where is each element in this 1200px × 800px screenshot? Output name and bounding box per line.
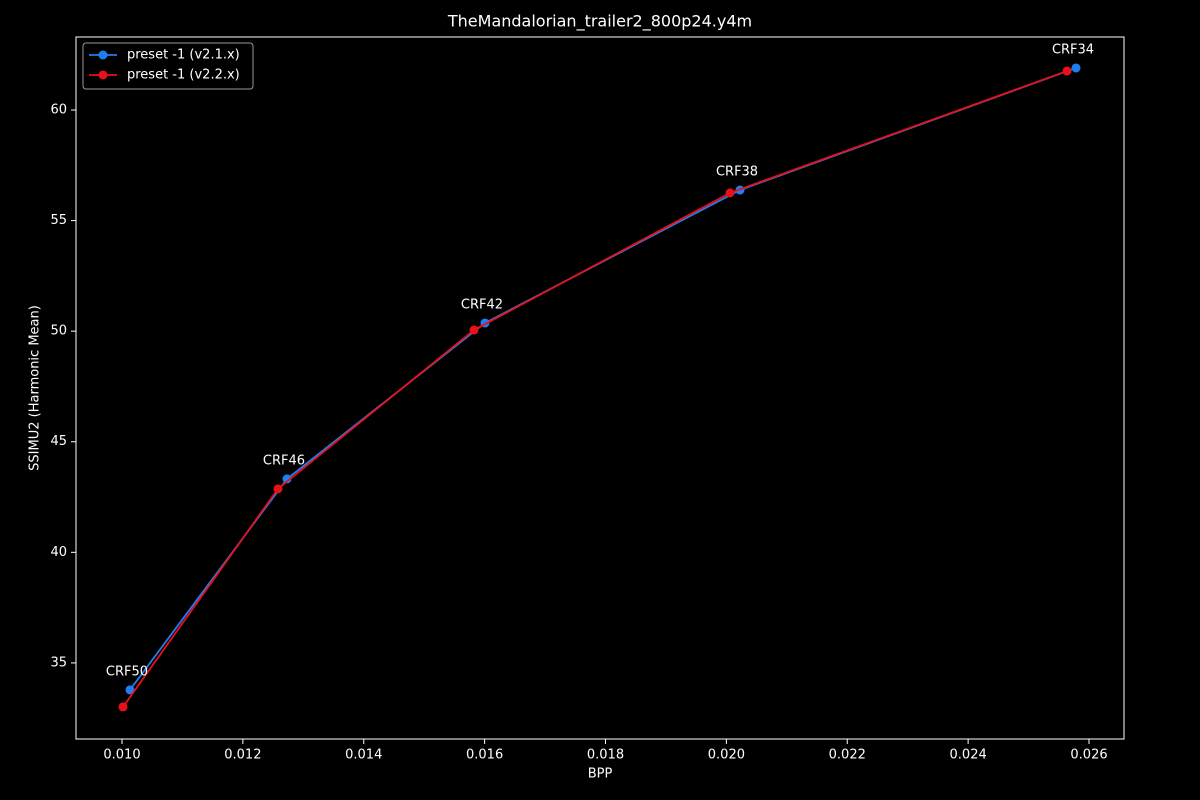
plot-frame bbox=[75, 36, 1125, 740]
x-tick-label: 0.014 bbox=[345, 748, 382, 763]
series-marker bbox=[125, 685, 135, 695]
y-tick-label: 55 bbox=[50, 213, 67, 228]
y-tick-label: 35 bbox=[50, 655, 67, 670]
x-tick-label: 0.016 bbox=[466, 748, 503, 763]
y-tick-label: 45 bbox=[50, 434, 67, 449]
x-tick-label: 0.024 bbox=[950, 748, 987, 763]
point-label: CRF42 bbox=[461, 297, 503, 312]
series-marker bbox=[1062, 66, 1072, 76]
x-axis-label: BPP bbox=[588, 767, 613, 782]
series-marker bbox=[118, 702, 128, 712]
series-marker bbox=[725, 188, 735, 198]
x-tick-label: 0.026 bbox=[1070, 748, 1107, 763]
legend-marker bbox=[98, 70, 108, 80]
legend-marker bbox=[98, 50, 108, 60]
x-tick-label: 0.022 bbox=[829, 748, 866, 763]
y-tick-label: 40 bbox=[50, 545, 67, 560]
x-tick-label: 0.010 bbox=[103, 748, 140, 763]
x-tick-label: 0.018 bbox=[587, 748, 624, 763]
series-marker bbox=[282, 474, 292, 484]
point-label: CRF50 bbox=[106, 664, 148, 679]
point-label: CRF46 bbox=[263, 453, 305, 468]
series-marker bbox=[469, 325, 479, 335]
chart-title: TheMandalorian_trailer2_800p24.y4m bbox=[447, 12, 752, 32]
y-tick-label: 60 bbox=[50, 102, 67, 117]
series-marker bbox=[1071, 63, 1081, 73]
x-tick-label: 0.012 bbox=[224, 748, 261, 763]
series-line bbox=[129, 67, 1077, 691]
legend-label: preset -1 (v2.2.x) bbox=[127, 68, 240, 83]
legend-box bbox=[82, 42, 254, 90]
series-line bbox=[122, 70, 1068, 708]
y-axis-label: SSIMU2 (Harmonic Mean) bbox=[28, 305, 43, 471]
series-marker bbox=[273, 484, 283, 494]
x-tick-label: 0.020 bbox=[708, 748, 745, 763]
legend-label: preset -1 (v2.1.x) bbox=[127, 48, 240, 63]
point-label: CRF38 bbox=[716, 165, 758, 180]
y-tick-label: 50 bbox=[50, 324, 67, 339]
point-label: CRF34 bbox=[1052, 42, 1094, 57]
